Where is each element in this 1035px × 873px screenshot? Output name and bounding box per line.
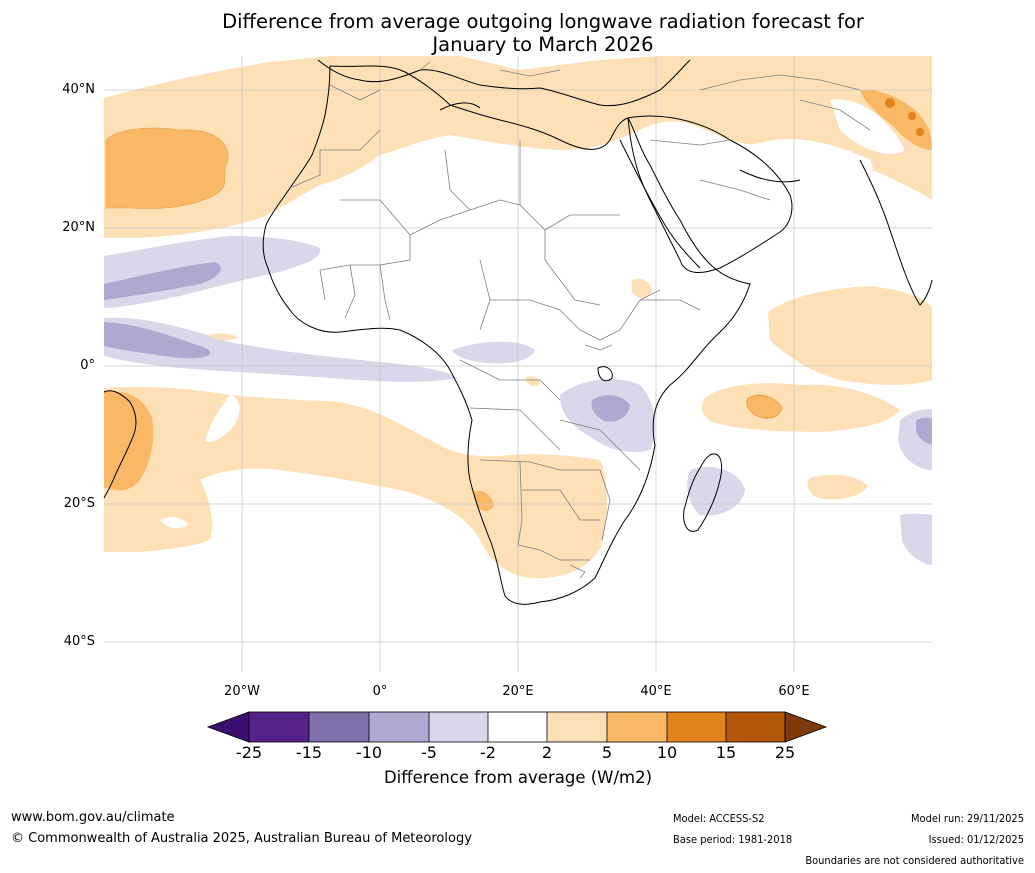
colorbar-tick: -5 [421, 743, 437, 762]
lat-label-0: 0° [80, 358, 95, 373]
colorbar-extend-low [206, 711, 250, 743]
lat-label-20n: 20°N [62, 220, 95, 235]
anomaly-north-band [104, 56, 932, 238]
colorbar-bin-15-25 [726, 712, 785, 742]
colorbar-tick: 15 [715, 743, 737, 762]
colorbar-tick: 2 [541, 743, 553, 762]
map-title-line2: January to March 2026 [432, 33, 654, 56]
coastlines [103, 59, 933, 605]
lat-label-40s: 40°S [63, 634, 95, 649]
lat-label-20s: 20°S [63, 496, 95, 511]
colorbar-tick: 25 [774, 743, 796, 762]
lat-label-40n: 40°N [62, 82, 95, 97]
copyright-text: © Commonwealth of Australia 2025, Austra… [11, 831, 472, 846]
model-name: Model: ACCESS-S2 [673, 812, 765, 825]
website-link[interactable]: www.bom.gov.au/climate [11, 810, 175, 825]
colorbar [206, 711, 828, 743]
issued-date: Issued: 01/12/2025 [928, 833, 1024, 846]
lon-label-20w: 20°W [224, 684, 260, 699]
colorbar-bin--25--15 [249, 712, 309, 742]
colorbar-bin--10--5 [369, 712, 429, 742]
model-run-date: Model run: 29/11/2025 [911, 812, 1024, 825]
colorbar-tick: -2 [480, 743, 496, 762]
base-period: Base period: 1981-2018 [673, 833, 793, 846]
lon-label-0: 0° [372, 684, 388, 699]
colorbar-extend-high [784, 711, 828, 743]
colorbar-tick: 5 [601, 743, 613, 762]
lon-label-40e: 40°E [640, 684, 672, 699]
colorbar-tick: 10 [656, 743, 678, 762]
colorbar-tick: -10 [355, 743, 383, 762]
anomaly-south-band [104, 386, 607, 579]
lon-label-60e: 60°E [778, 684, 810, 699]
map-title-line1: Difference from average outgoing longwav… [222, 10, 864, 33]
graticule [104, 56, 932, 672]
colorbar-label: Difference from average (W/m2) [383, 768, 653, 787]
colorbar-bin-10-15 [667, 712, 726, 742]
anomaly-atlantic-blob [105, 127, 229, 209]
boundaries-disclaimer: Boundaries are not considered authoritat… [805, 854, 1024, 867]
anomaly-shading [104, 56, 932, 579]
africa-coastline [262, 65, 751, 605]
lon-label-20e: 20°E [502, 684, 534, 699]
colorbar-bin--2-2 [488, 712, 547, 742]
colorbar-bin-5-10 [607, 712, 667, 742]
colorbar-tick: -25 [235, 743, 263, 762]
country-borders [289, 61, 871, 579]
map-title: Difference from average outgoing longwav… [143, 10, 943, 56]
madagascar-coastline [683, 453, 723, 532]
colorbar-bin--15--10 [309, 712, 369, 742]
colorbar-bin--5--2 [429, 712, 488, 742]
colorbar-bin-2-5 [547, 712, 607, 742]
colorbar-tick: -15 [295, 743, 323, 762]
